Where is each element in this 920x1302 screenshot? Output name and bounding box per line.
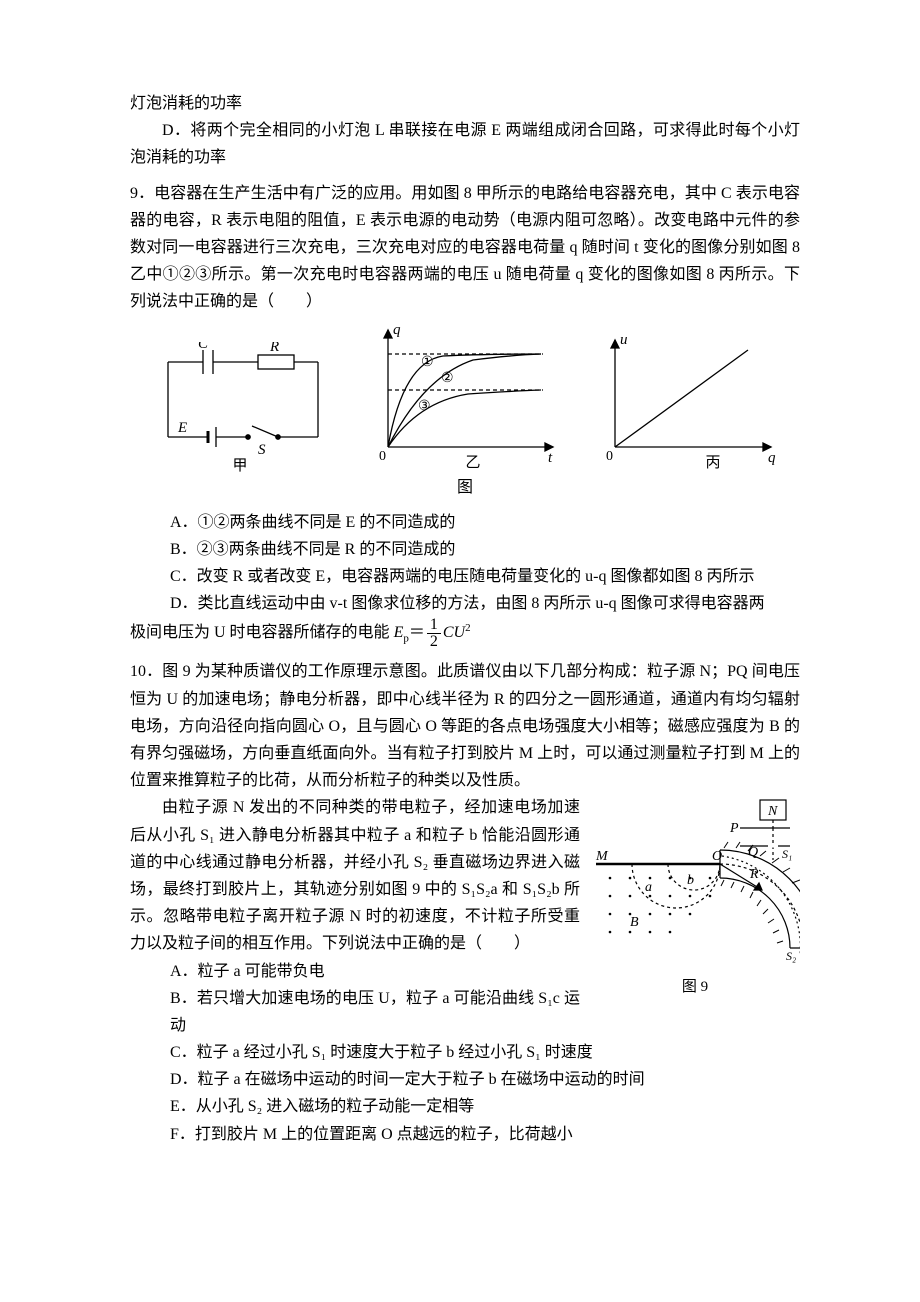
lbl-Rr: R [749, 867, 759, 882]
q9-fig-jia: C R E S 甲 [148, 342, 333, 472]
q10-figure: N P Q M O R S₁ S₂ a b c B 图 9 [590, 798, 800, 1001]
lbl-C: C [198, 342, 209, 352]
lbl-m1: ① [421, 355, 434, 370]
lbl-S1: S₁ [782, 847, 792, 861]
q9-sq: 2 [465, 622, 471, 634]
lbl-M: M [595, 849, 609, 864]
q9-row-caption: 图 [130, 474, 800, 501]
q9-optD-l2a: 极间电压为 U 时电容器所储存的电能 [130, 625, 394, 642]
q9-den: 2 [427, 634, 441, 650]
q10-optC: C．粒子 a 经过小孔 S₁ 时速度大于粒子 b 经过小孔 S₁ 时速度 [170, 1039, 800, 1066]
lbl-O: O [712, 849, 722, 864]
lbl-q2: q [768, 450, 776, 466]
q9-qt-svg: ① ② ③ q t 0 乙 [363, 322, 563, 472]
lbl-t: t [548, 450, 553, 466]
lbl-Bf: B [630, 915, 639, 930]
lbl-u: u [620, 332, 628, 348]
q9-circuit-svg: C R E S 甲 [148, 342, 333, 472]
cap-bing: 丙 [705, 455, 720, 471]
prev-frag-optD: D．将两个完全相同的小灯泡 L 串联接在电源 E 两端组成闭合回路，可求得此时每… [130, 117, 800, 171]
prev-frag-line1: 灯泡消耗的功率 [130, 90, 800, 117]
q9-optB: B．②③两条曲线不同是 R 的不同造成的 [170, 536, 800, 563]
q10-fig-caption: 图 9 [590, 975, 800, 1001]
q10-optD: D．粒子 a 在磁场中运动的时间一定大于粒子 b 在磁场中运动的时间 [170, 1066, 800, 1093]
lbl-a: a [645, 880, 652, 895]
q9-fig-bing: u q 0 丙 [593, 332, 783, 472]
q9-optA: A．①②两条曲线不同是 E 的不同造成的 [170, 509, 800, 536]
q9-Ep-E: E [394, 625, 404, 642]
lbl-P: P [729, 821, 739, 836]
lbl-R: R [269, 342, 279, 355]
lbl-S: S [258, 442, 266, 458]
q9-num: 1 [427, 617, 441, 634]
q10-optF: F．打到胶片 M 上的位置距离 O 点越远的粒子，比荷越小 [170, 1121, 800, 1148]
cap-jia: 甲 [232, 458, 247, 472]
q9-fig-yi: ① ② ③ q t 0 乙 [363, 322, 563, 472]
lbl-q: q [393, 322, 401, 338]
lbl-m2: ② [441, 371, 454, 386]
cap-yi: 乙 [465, 455, 480, 471]
q9-CU: CU [443, 625, 465, 642]
q10-svg: N P Q M O R S₁ S₂ a b c B [590, 798, 800, 973]
q9-eq: ＝ [409, 625, 425, 642]
q9-figure-row: C R E S 甲 [130, 322, 800, 472]
q9-optD-l1: D．类比直线运动中由 v-t 图像求位移的方法，由图 8 丙所示 u-q 图像可… [170, 590, 800, 617]
lbl-m3: ③ [418, 399, 431, 414]
q9-uq-svg: u q 0 丙 [593, 332, 783, 472]
lbl-b: b [687, 873, 694, 888]
lbl-0y: 0 [379, 449, 386, 464]
lbl-N: N [767, 804, 778, 819]
q10-block: 10．图 9 为某种质谱仪的工作原理示意图。此质谱仪由以下几部分构成：粒子源 N… [130, 658, 800, 1147]
q10-optE: E．从小孔 S₂ 进入磁场的粒子动能一定相等 [170, 1093, 800, 1120]
lbl-S2: S₂ [786, 949, 796, 963]
lbl-Q: Q [748, 845, 758, 860]
q9-stem: 9．电容器在生产生活中有广泛的应用。用如图 8 甲所示的电路给电容器充电，其中 … [130, 180, 800, 316]
q10-stem1-a: 10．图 9 为某种质谱仪的工作原理示意图。此质谱仪由以下几部分构成：粒子源 N… [130, 658, 800, 794]
lbl-0b: 0 [606, 449, 613, 464]
q9-optC: C．改变 R 或者改变 E，电容器两端的电压随电荷量变化的 u-q 图像都如图 … [170, 563, 800, 590]
q9-optD-l2: 极间电压为 U 时电容器所储存的电能 Ep＝12CU2 [130, 617, 800, 650]
lbl-E: E [177, 420, 187, 436]
q9-frac: 12 [427, 617, 441, 650]
